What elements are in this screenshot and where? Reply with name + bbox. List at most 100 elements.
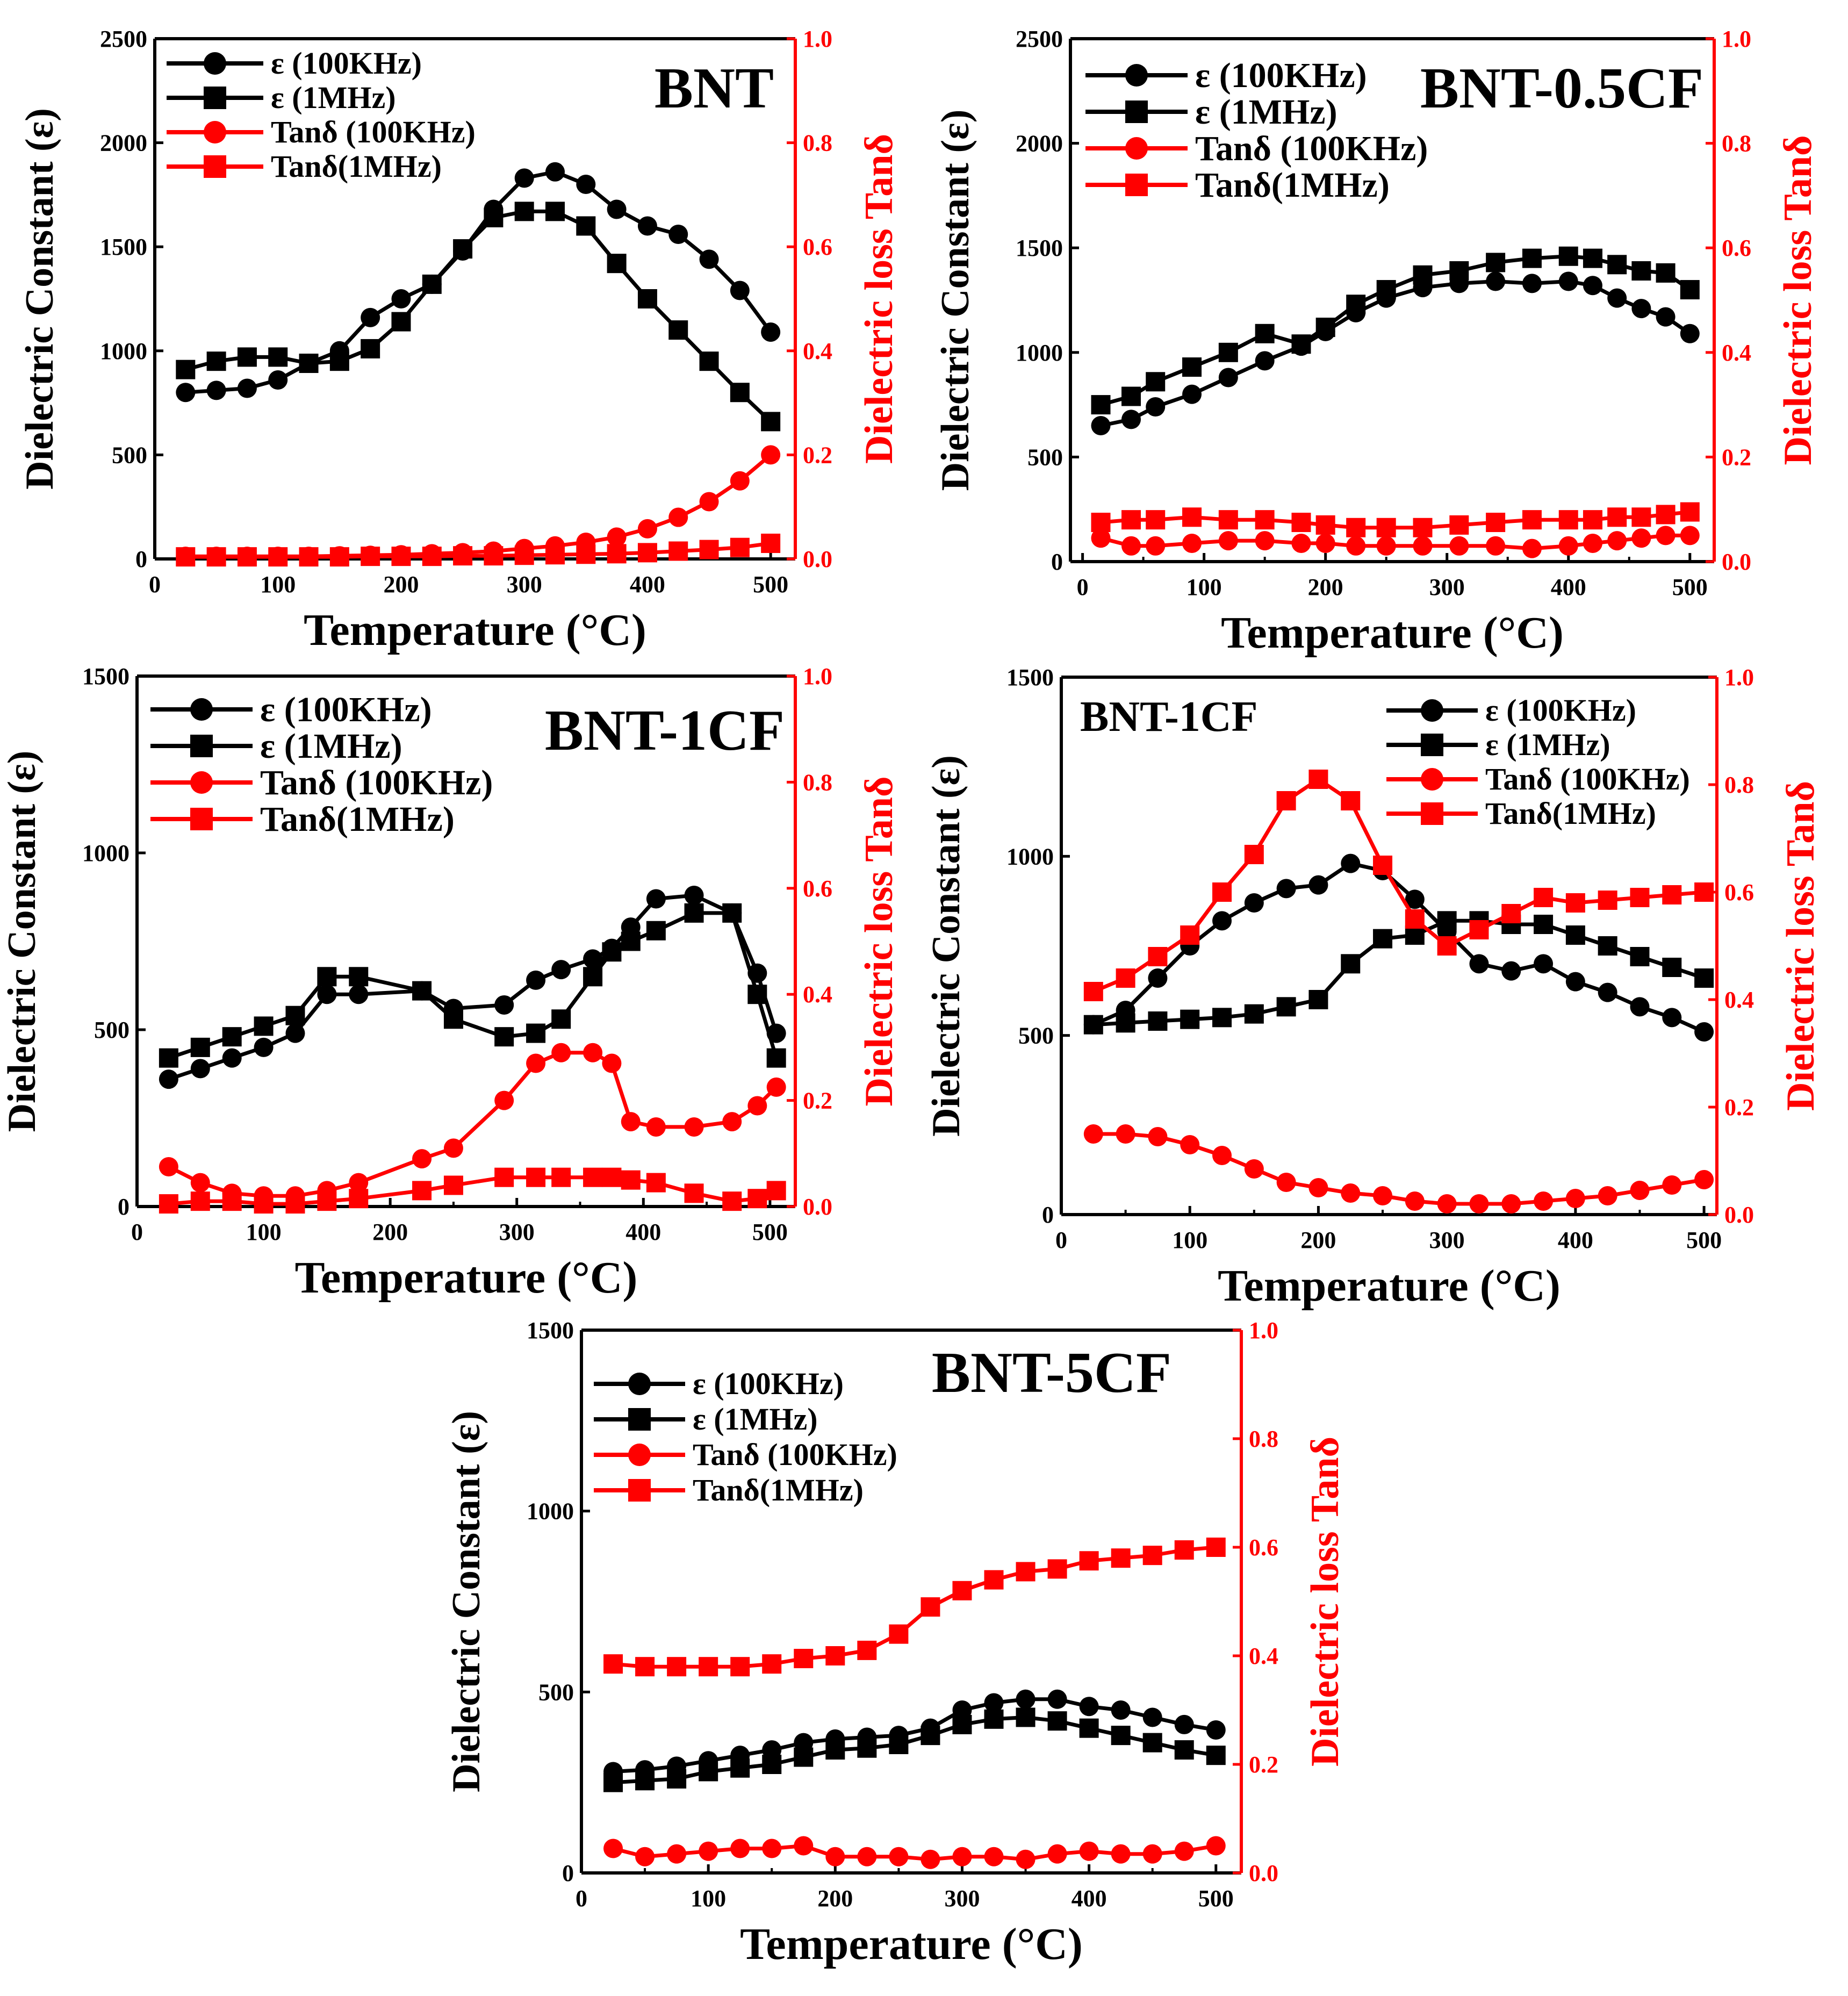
- data-point-tand-1mhz: [1662, 885, 1682, 904]
- y-tick-label: 500: [538, 1679, 574, 1705]
- panel-title: BNT-1CF: [1080, 693, 1257, 741]
- data-point-tand-100khz: [1047, 1844, 1067, 1864]
- data-point-eps-100khz: [646, 889, 666, 909]
- data-point-tand-1mhz: [484, 546, 504, 566]
- data-point-tand-1mhz: [391, 547, 411, 566]
- data-point-tand-1mhz: [603, 1654, 623, 1674]
- y-tick-label: 1500: [82, 663, 130, 690]
- data-point-eps-1mhz: [1174, 1740, 1194, 1760]
- data-point-tand-1mhz: [1694, 882, 1714, 902]
- x-tick-label: 0: [149, 571, 161, 598]
- data-point-tand-100khz: [722, 1112, 742, 1132]
- x-tick-label: 400: [1072, 1885, 1107, 1912]
- y-axis-title: Dielectric Constant (ε): [924, 755, 968, 1137]
- data-point-tand-100khz: [761, 445, 781, 465]
- data-point-tand-100khz: [1182, 533, 1202, 553]
- y-tick-label: 2000: [1016, 131, 1063, 157]
- y2-tick-label: 1.0: [803, 26, 832, 52]
- data-point-eps-100khz: [349, 985, 369, 1004]
- y2-tick-label: 0.0: [1722, 549, 1751, 575]
- data-point-eps-1mhz: [607, 254, 627, 274]
- data-point-tand-1mhz: [222, 1191, 242, 1211]
- y-tick-label: 1500: [1006, 664, 1054, 691]
- data-point-tand-1mhz: [1083, 982, 1103, 1001]
- data-point-tand-100khz: [730, 1839, 750, 1858]
- y2-tick-label: 0.6: [1249, 1534, 1278, 1561]
- data-point-tand-1mhz: [1341, 791, 1361, 810]
- data-point-tand-1mhz: [349, 1189, 369, 1209]
- data-point-tand-1mhz: [1121, 510, 1141, 530]
- data-point-tand-100khz: [825, 1847, 845, 1866]
- data-point-eps-1mhz: [222, 1027, 242, 1047]
- data-point-eps-100khz: [1308, 875, 1328, 895]
- data-point-tand-1mhz: [1206, 1538, 1226, 1557]
- data-point-tand-100khz: [1598, 1186, 1617, 1205]
- data-point-tand-1mhz: [545, 545, 565, 565]
- data-point-tand-1mhz: [329, 547, 349, 567]
- data-point-eps-100khz: [1079, 1697, 1099, 1717]
- data-point-eps-1mhz: [176, 360, 196, 379]
- data-point-tand-100khz: [1218, 531, 1238, 551]
- data-point-eps-100khz: [1631, 299, 1651, 319]
- data-point-eps-100khz: [1522, 274, 1542, 293]
- data-point-tand-100khz: [1308, 1178, 1328, 1197]
- data-point-tand-100khz: [1662, 1175, 1682, 1195]
- data-point-tand-1mhz: [494, 1167, 514, 1187]
- x-tick-label: 100: [1172, 1227, 1207, 1253]
- legend-marker: [1125, 137, 1148, 160]
- data-point-eps-1mhz: [1630, 947, 1650, 966]
- data-point-eps-1mhz: [1121, 386, 1141, 406]
- data-point-tand-100khz: [1486, 536, 1506, 556]
- data-point-eps-1mhz: [635, 1771, 655, 1791]
- data-point-eps-1mhz: [1180, 1009, 1200, 1029]
- data-point-eps-100khz: [1182, 384, 1202, 404]
- data-point-tand-1mhz: [1116, 968, 1135, 988]
- data-point-tand-1mhz: [317, 1191, 337, 1211]
- data-point-tand-1mhz: [1565, 893, 1585, 913]
- data-point-eps-1mhz: [602, 942, 622, 962]
- data-point-tand-1mhz: [1218, 510, 1238, 530]
- data-point-eps-1mhz: [667, 1769, 687, 1789]
- legend-marker: [1421, 734, 1443, 756]
- data-point-tand-100khz: [526, 1053, 546, 1073]
- data-point-tand-100khz: [1630, 1181, 1650, 1200]
- data-point-eps-1mhz: [1341, 954, 1361, 974]
- data-point-tand-100khz: [603, 1839, 623, 1858]
- data-point-tand-1mhz: [583, 1167, 603, 1187]
- data-point-eps-1mhz: [1148, 1011, 1168, 1031]
- data-point-eps-1mhz: [1276, 997, 1296, 1017]
- data-point-eps-100khz: [1583, 276, 1602, 296]
- data-point-eps-1mhz: [1583, 248, 1602, 268]
- x-axis-title: Temperature (°C): [740, 1919, 1083, 1969]
- data-point-tand-1mhz: [668, 541, 688, 561]
- data-point-eps-1mhz: [1212, 1008, 1232, 1028]
- data-point-eps-1mhz: [526, 1023, 546, 1043]
- y2-tick-label: 0.8: [1722, 131, 1751, 157]
- panel-title: BNT: [655, 56, 774, 120]
- data-point-eps-1mhz: [1413, 265, 1433, 285]
- data-point-tand-1mhz: [857, 1640, 877, 1660]
- y2-tick-label: 0.6: [803, 234, 832, 260]
- data-point-eps-1mhz: [190, 1037, 210, 1057]
- data-point-tand-1mhz: [176, 547, 196, 567]
- data-point-eps-100khz: [285, 1023, 305, 1043]
- x-tick-label: 300: [499, 1219, 535, 1245]
- data-point-tand-1mhz: [159, 1194, 178, 1214]
- data-point-tand-1mhz: [526, 1167, 546, 1187]
- legend-label: Tanδ (100KHz): [1195, 129, 1428, 168]
- data-point-eps-100khz: [1255, 351, 1275, 371]
- y2-tick-label: 0.4: [1722, 340, 1751, 366]
- data-point-tand-1mhz: [1212, 882, 1232, 902]
- data-point-eps-1mhz: [1486, 253, 1506, 272]
- y-tick-label: 1500: [100, 234, 147, 260]
- data-point-eps-1mhz: [329, 351, 349, 371]
- x-axis-title: Temperature (°C): [1221, 608, 1564, 658]
- data-point-tand-100khz: [747, 1096, 767, 1116]
- y2-axis-title: Dielectric loss Tanδ: [1303, 1437, 1347, 1767]
- data-point-eps-100khz: [1276, 879, 1296, 899]
- legend-marker: [204, 155, 226, 178]
- data-point-tand-100khz: [1656, 526, 1676, 545]
- data-point-eps-100khz: [254, 1037, 274, 1057]
- data-point-tand-1mhz: [1016, 1562, 1036, 1582]
